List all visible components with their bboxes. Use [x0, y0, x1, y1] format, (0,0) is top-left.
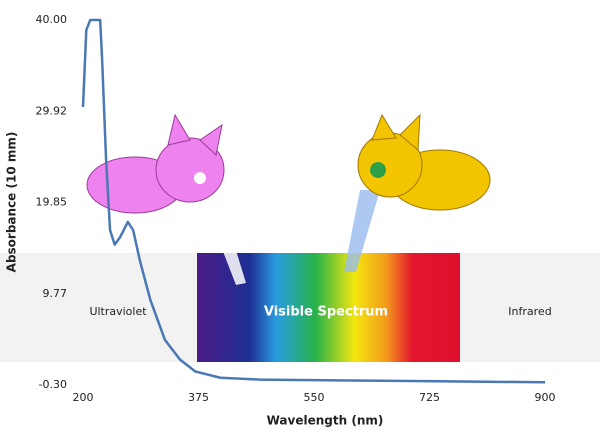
- y-tick-label: -0.30: [39, 378, 67, 391]
- region-label: Visible Spectrum: [264, 305, 388, 320]
- region-label: Ultraviolet: [89, 305, 147, 318]
- y-tick-label: 29.92: [36, 104, 68, 117]
- yellow-cat: [344, 113, 491, 272]
- x-tick-label: 200: [73, 391, 94, 404]
- x-tick-label: 375: [188, 391, 209, 404]
- spectrum-line: [81, 18, 546, 384]
- x-tick-label: 900: [535, 391, 556, 404]
- y-tick-label: 9.77: [43, 287, 68, 300]
- region-label: Infrared: [508, 305, 551, 318]
- y-tick-label: 40.00: [36, 13, 68, 26]
- pink-cat: [86, 113, 246, 285]
- x-axis-title: Wavelength (nm): [267, 414, 384, 428]
- y-tick-label: 19.85: [36, 196, 68, 209]
- x-tick-label: 550: [304, 391, 325, 404]
- x-tick-label: 725: [419, 391, 440, 404]
- y-axis-title: Absorbance (10 mm): [5, 132, 19, 273]
